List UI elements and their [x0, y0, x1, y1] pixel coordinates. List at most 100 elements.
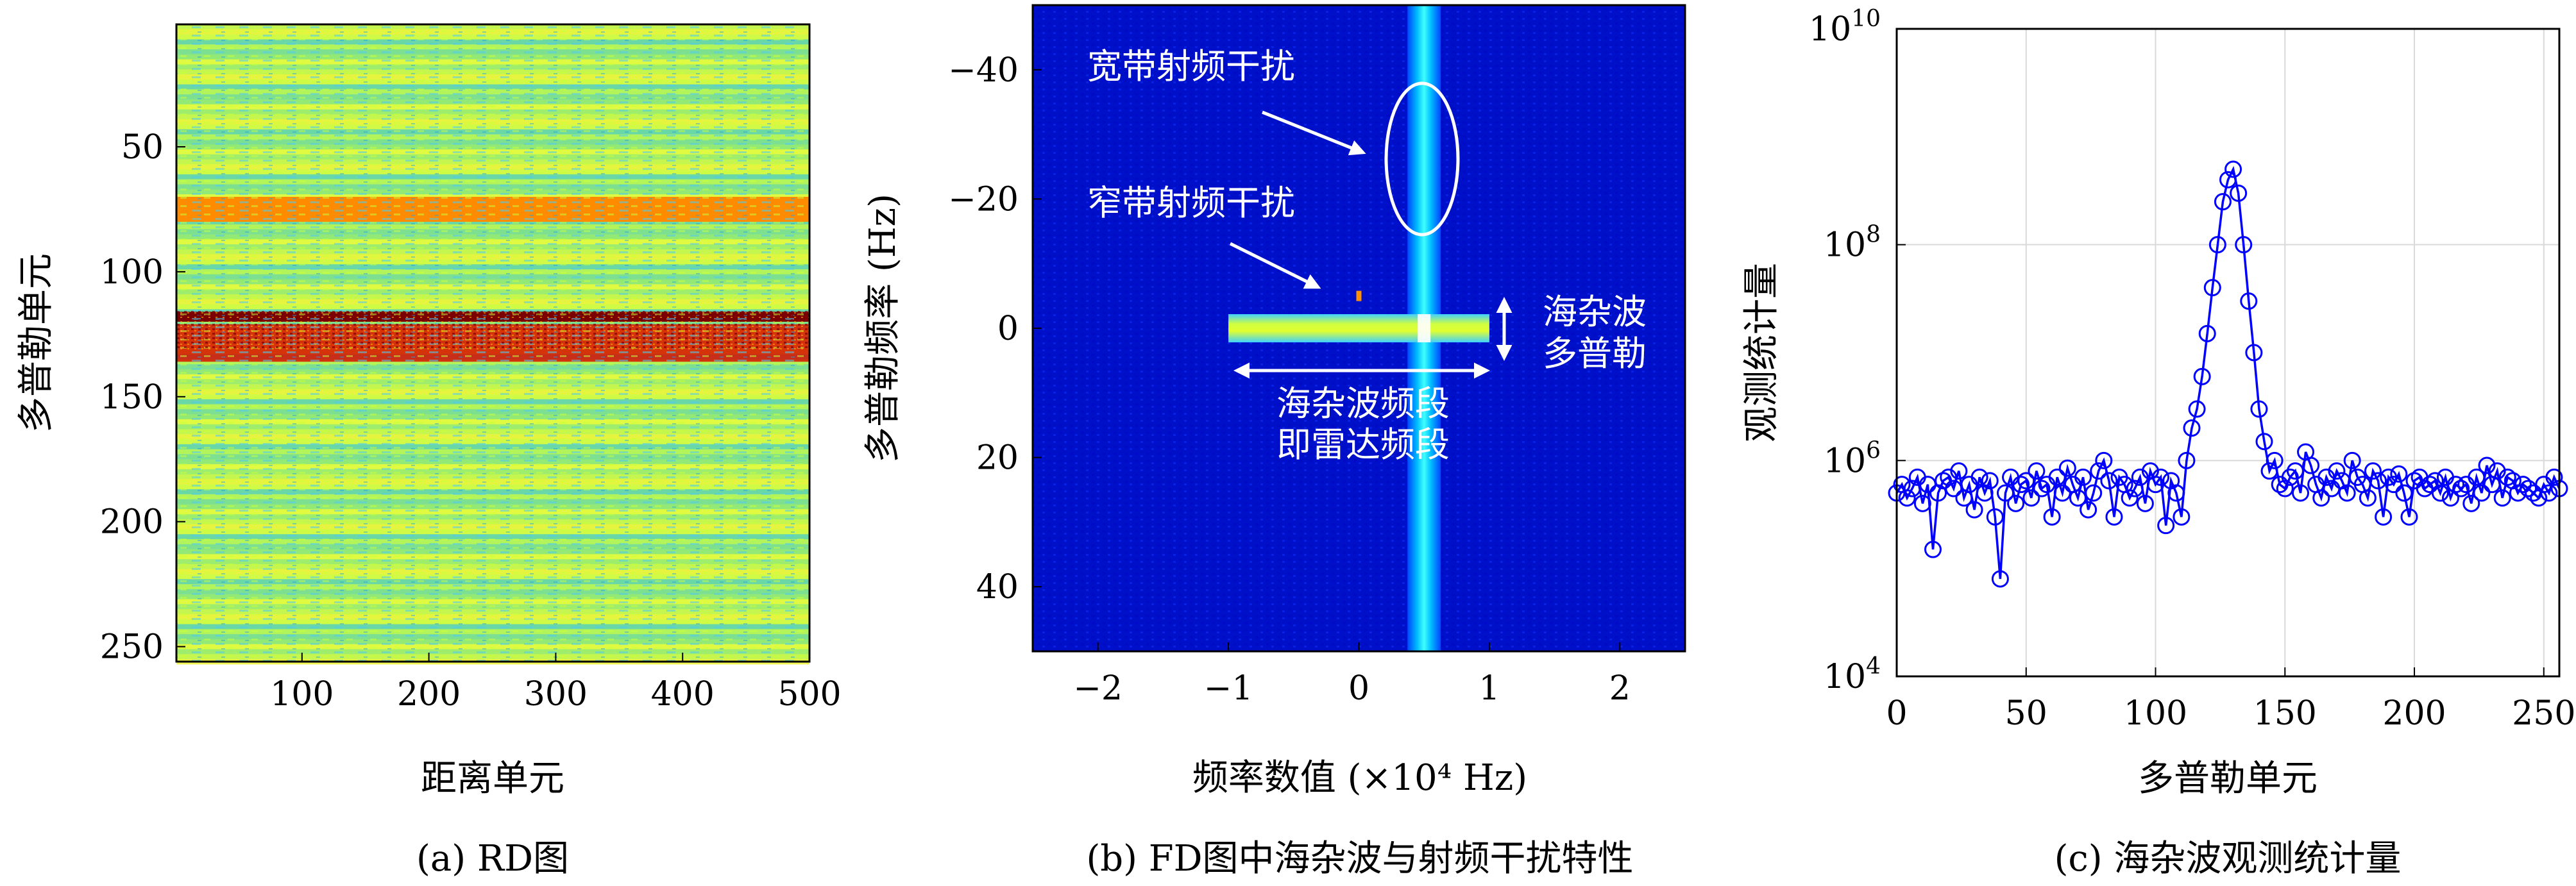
narrowband-arrow [1229, 242, 1321, 289]
caption-c: (c) 海杂波观测统计量 [2055, 838, 2402, 880]
statistic-point [1898, 489, 1916, 507]
statistic-point [2364, 462, 2382, 480]
statistic-point [2193, 367, 2211, 385]
rd-x-axis-label: 距离单元 [421, 758, 564, 799]
statistic-point [2478, 456, 2496, 474]
statistic-point [2240, 292, 2258, 310]
fd-x-tick-label: 1 [1479, 669, 1500, 708]
statistic-point [2080, 501, 2097, 519]
statistic-point [2048, 468, 2066, 486]
statistic-x-ticks: 0 50 100 150 200 250 [1886, 667, 2575, 733]
statistic-point [1945, 480, 1963, 497]
statistic-point [2188, 400, 2206, 418]
rd-x-tick-label: 100 [270, 675, 334, 714]
statistic-point [1986, 508, 2004, 526]
statistic-point [2400, 508, 2418, 526]
fd-y-ticks: −40 −20 0 20 40 [948, 51, 1042, 606]
statistic-point [1981, 472, 1999, 490]
statistic-x-tick-label: 50 [2005, 694, 2047, 733]
statistic-point [2235, 236, 2253, 254]
statistic-point [2203, 279, 2221, 297]
statistic-point [2395, 484, 2413, 502]
rd-x-tick-label: 500 [777, 675, 841, 714]
statistic-point [2090, 462, 2108, 480]
statistic-point [2493, 489, 2511, 507]
statistic-point [2385, 476, 2403, 494]
statistic-point [2540, 484, 2558, 502]
statistic-point [2302, 456, 2320, 474]
statistic-y-tick-label: 1010 [1809, 6, 1881, 49]
fd-y-tick-label: 0 [997, 310, 1019, 348]
statistic-point [2338, 484, 2356, 502]
statistic-point [2167, 484, 2185, 502]
fd-x-tick-label: 2 [1609, 669, 1631, 708]
statistic-point [2276, 480, 2294, 497]
statistic-point [2028, 462, 2046, 480]
wideband-arrow [1262, 110, 1366, 156]
statistic-point [1913, 494, 1931, 512]
rd-x-tick-label: 300 [524, 675, 588, 714]
band-crossing [1418, 314, 1431, 342]
rd-y-tick-label: 50 [121, 128, 164, 167]
statistic-point [2178, 451, 2196, 469]
statistic-plot-background [1897, 29, 2559, 676]
statistic-point [2136, 494, 2154, 512]
statistic-point [2208, 236, 2226, 254]
statistic-point [2498, 468, 2516, 486]
statistic-point [2183, 419, 2201, 437]
caption-a: (a) RD图 [416, 838, 569, 880]
statistic-point [2022, 489, 2040, 507]
statistic-point [2173, 508, 2190, 526]
statistic-point [2266, 451, 2284, 469]
statistic-point [2447, 476, 2465, 494]
statistic-point [2074, 468, 2092, 486]
statistic-point [2520, 480, 2538, 497]
rd-heatmap-red-speckle [176, 311, 809, 351]
rd-x-tick-label: 200 [397, 675, 461, 714]
fd-y-tick-label: 20 [976, 439, 1019, 478]
statistic-point [2245, 344, 2263, 362]
statistic-x-tick-label: 100 [2124, 694, 2187, 733]
statistic-plot-frame [1895, 28, 2561, 678]
narrowband-interference-dot [1356, 290, 1362, 301]
rd-x-ticks: 100 200 300 400 500 [270, 653, 842, 714]
rd-y-axis-label: 多普勒单元 [15, 253, 57, 433]
fd-y-axis-label: 多普勒频率 (Hz) [862, 194, 904, 463]
statistic-point [2250, 400, 2268, 418]
statistic-point [2033, 480, 2051, 497]
statistic-point [1950, 462, 1968, 480]
statistic-point [2058, 459, 2076, 477]
rd-x-tick-label: 400 [651, 675, 715, 714]
statistic-series-markers [1888, 160, 2568, 588]
statistic-x-tick-label: 0 [1886, 694, 1907, 733]
sea-clutter-band [1228, 314, 1489, 342]
statistic-point [2230, 184, 2248, 202]
statistic-point [2069, 489, 2087, 507]
statistic-point [1924, 540, 1942, 558]
statistic-x-tick-label: 200 [2382, 694, 2446, 733]
statistic-point [2514, 476, 2532, 494]
fd-x-ticks: −2 −1 0 1 2 [1073, 642, 1631, 708]
statistic-point [2152, 468, 2170, 486]
fd-x-axis-label: 频率数值 (×10⁴ Hz) [1192, 757, 1527, 799]
fd-x-tick-label: 0 [1348, 669, 1369, 708]
rd-y-ticks: 50 100 150 200 250 [100, 128, 185, 667]
fd-x-tick-label: −2 [1073, 669, 1123, 708]
statistic-point [2095, 451, 2113, 469]
statistic-point [2286, 462, 2304, 480]
statistic-point [2100, 472, 2118, 490]
statistic-point [2312, 489, 2330, 507]
statistic-point [2545, 468, 2563, 486]
caption-b: (b) FD图中海杂波与射频干扰特性 [1086, 838, 1633, 880]
statistic-plot-panel: 0 50 100 150 200 250 104 106 108 1010 多普勒单元 观测统计… [1741, 6, 2575, 880]
sea-band-label-1: 海杂波频段 [1276, 383, 1450, 424]
wideband-ellipse [1384, 81, 1460, 237]
rd-y-tick-label: 250 [100, 628, 164, 667]
statistic-point [2369, 472, 2387, 490]
fd-y-tick-label: −40 [948, 51, 1019, 90]
statistic-point [2012, 476, 2030, 494]
wideband-label: 宽带射频干扰 [1087, 46, 1295, 87]
sea-doppler-label-1: 海杂波 [1543, 292, 1647, 332]
statistic-point [1996, 484, 2014, 502]
